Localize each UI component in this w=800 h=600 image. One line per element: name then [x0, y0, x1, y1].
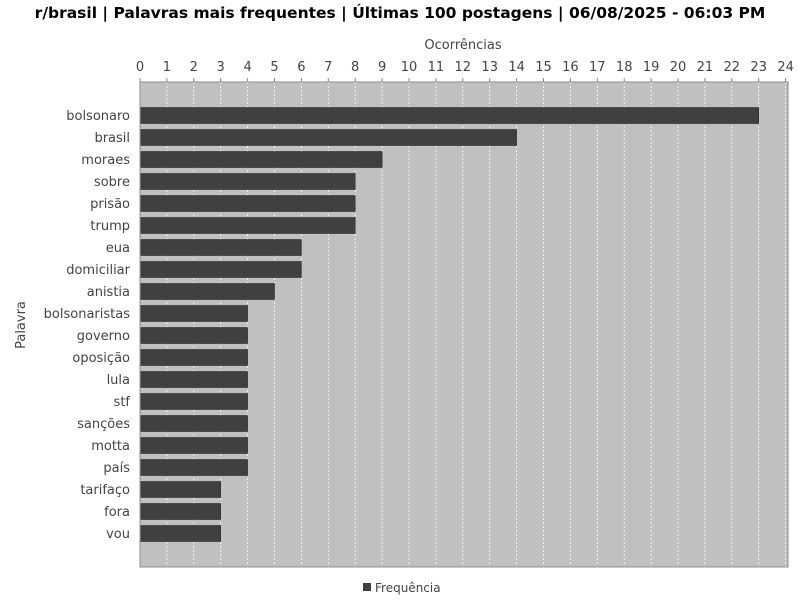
- x-tick-label: 4: [243, 60, 251, 75]
- y-tick-label: eua: [106, 241, 130, 256]
- y-tick-label: país: [103, 461, 130, 476]
- y-axis-label: Palavra: [14, 301, 29, 349]
- y-tick-label: brasil: [94, 131, 130, 146]
- bar-governo: [140, 327, 248, 344]
- y-tick-label: moraes: [81, 153, 130, 168]
- bar-país: [140, 459, 248, 476]
- bar-lula: [140, 371, 248, 388]
- x-tick-label: 23: [750, 60, 767, 75]
- chart-title: r/brasil | Palavras mais frequentes | Úl…: [35, 3, 766, 23]
- x-tick-label: 0: [136, 60, 144, 75]
- bar-vou: [140, 525, 221, 542]
- x-tick-label: 8: [351, 60, 359, 75]
- bar-stf: [140, 393, 248, 410]
- bar-sanções: [140, 415, 248, 432]
- bar-bolsonaro: [140, 107, 760, 124]
- y-tick-label: sanções: [77, 417, 130, 432]
- x-tick-label: 5: [270, 60, 278, 75]
- y-tick-label: fora: [104, 505, 130, 520]
- x-tick-label: 21: [697, 60, 714, 75]
- x-tick-label: 16: [562, 60, 579, 75]
- y-tick-label: anistia: [87, 285, 130, 300]
- bar-bolsonaristas: [140, 305, 248, 322]
- y-tick-label: sobre: [94, 175, 130, 190]
- bar-brasil: [140, 129, 517, 146]
- x-tick-label: 10: [401, 60, 418, 75]
- bar-sobre: [140, 173, 356, 190]
- legend-swatch: [363, 583, 371, 591]
- plot-border: [139, 81, 789, 568]
- bars: [140, 107, 760, 542]
- x-tick-label: 19: [643, 60, 660, 75]
- y-tick-label: motta: [91, 439, 130, 454]
- y-tick-label: vou: [106, 527, 130, 542]
- y-tick-label: domiciliar: [66, 263, 130, 278]
- x-tick-label: 14: [508, 60, 525, 75]
- x-tick-label: 20: [670, 60, 687, 75]
- bar-moraes: [140, 151, 383, 168]
- y-tick-label: prisão: [90, 197, 130, 212]
- bar-fora: [140, 503, 221, 520]
- x-tick-label: 9: [378, 60, 386, 75]
- x-tick-label: 1: [163, 60, 171, 75]
- bar-trump: [140, 217, 356, 234]
- y-tick-label: lula: [107, 373, 130, 388]
- y-tick-label: oposição: [72, 351, 130, 366]
- bar-motta: [140, 437, 248, 454]
- x-tick-label: 2: [190, 60, 198, 75]
- y-tick-label: bolsonaristas: [44, 307, 131, 322]
- x-tick-label: 24: [777, 60, 794, 75]
- bar-tarifaço: [140, 481, 221, 498]
- bar-eua: [140, 239, 302, 256]
- y-axis-labels: bolsonaro brasil moraes sobre prisão trump eua…: [44, 109, 131, 542]
- bar-oposição: [140, 349, 248, 366]
- x-tick-label: 22: [724, 60, 741, 75]
- x-tick-label: 6: [297, 60, 305, 75]
- x-axis-ticks: 0 1 2 3 4 5 6 7 8 9 10 11 12 13 14 15 16 17 18 19 20 21 22 23 24: [136, 60, 794, 82]
- y-tick-label: bolsonaro: [66, 109, 130, 124]
- x-tick-label: 7: [324, 60, 332, 75]
- bar-anistia: [140, 283, 275, 300]
- legend-label: Frequência: [375, 581, 441, 595]
- legend: Frequência: [363, 581, 441, 595]
- x-tick-label: 12: [455, 60, 472, 75]
- x-tick-label: 18: [616, 60, 633, 75]
- bar-prisão: [140, 195, 356, 212]
- x-tick-label: 15: [535, 60, 552, 75]
- x-tick-label: 3: [217, 60, 225, 75]
- x-tick-label: 11: [428, 60, 445, 75]
- y-tick-label: stf: [114, 395, 131, 410]
- bar-domiciliar: [140, 261, 302, 278]
- y-tick-label: trump: [90, 219, 130, 234]
- y-tick-label: tarifaço: [80, 483, 130, 498]
- x-axis-label: Ocorrências: [424, 38, 501, 53]
- x-tick-label: 17: [589, 60, 606, 75]
- y-tick-label: governo: [77, 329, 130, 344]
- x-tick-label: 13: [481, 60, 498, 75]
